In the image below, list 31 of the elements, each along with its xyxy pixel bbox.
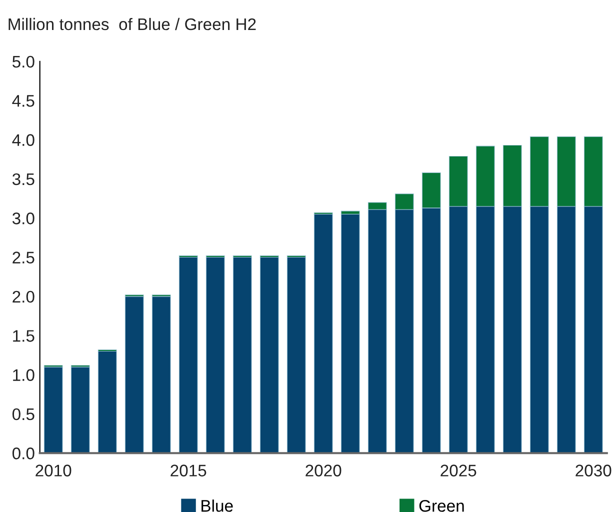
y-tick-label: 3.5	[12, 173, 34, 186]
x-tick-label: 2025	[440, 464, 476, 476]
y-tick-label: 1.5	[13, 330, 34, 342]
bar	[206, 257, 225, 454]
x-tick-label: 2030	[576, 464, 612, 476]
y-tick-label: 2.5	[12, 252, 34, 264]
bar	[314, 214, 333, 454]
bar	[340, 214, 360, 454]
y-tick-label: 5.0	[12, 56, 34, 68]
bar	[98, 351, 117, 454]
legend-label: Green	[419, 500, 464, 512]
y-tick-label: 0.0	[12, 448, 34, 460]
x-tick-label: 2020	[306, 464, 342, 476]
y-tick-label: 4.5	[12, 95, 34, 107]
bar	[260, 257, 279, 454]
x-tick-label: 2015	[170, 464, 206, 476]
y-tick-label: 3.0	[12, 212, 34, 224]
y-tick-label: 0.5	[12, 408, 34, 420]
bar	[232, 257, 252, 454]
bar	[286, 257, 306, 454]
y-tick-label: 1.0	[13, 369, 34, 381]
legend-label: Blue	[202, 500, 233, 512]
y-tick-label: 4.0	[12, 134, 34, 146]
bar	[124, 296, 144, 454]
bar	[70, 366, 90, 454]
x-tick-label: 2010	[36, 464, 72, 476]
bar	[152, 296, 171, 454]
bar	[44, 366, 63, 454]
y-tick-label: 2.0	[12, 290, 34, 303]
chart-title: Million tonnes of Blue / Green H2	[8, 18, 256, 30]
bar	[178, 257, 198, 454]
